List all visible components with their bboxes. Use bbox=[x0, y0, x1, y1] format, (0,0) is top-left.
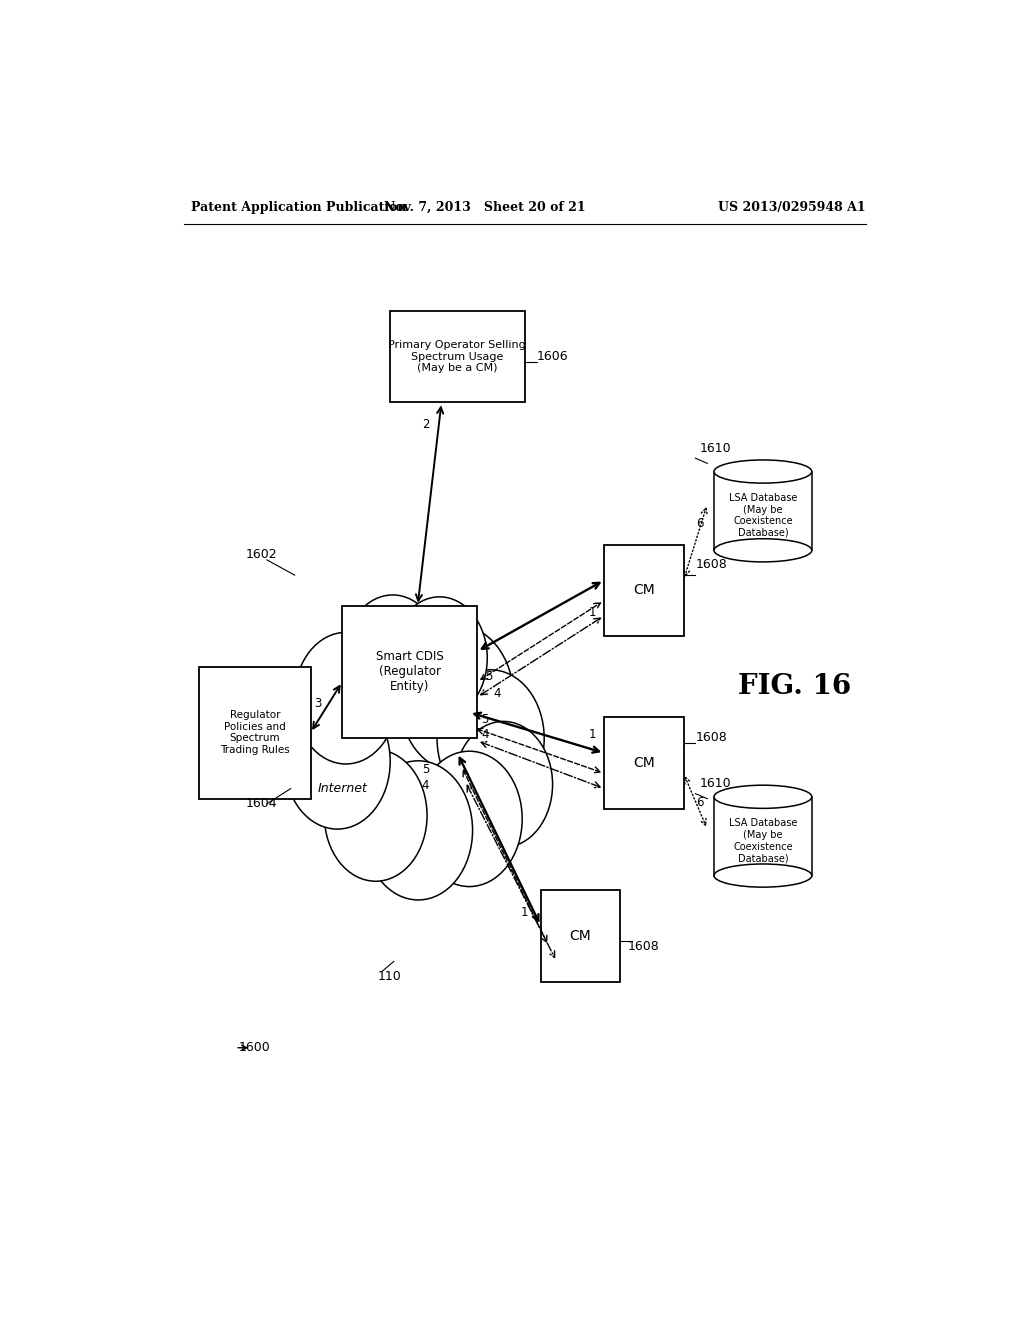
Bar bbox=[604, 545, 684, 636]
Text: 5: 5 bbox=[485, 669, 493, 682]
Circle shape bbox=[399, 624, 514, 771]
Text: 4: 4 bbox=[494, 688, 501, 700]
Circle shape bbox=[295, 632, 397, 764]
Text: Internet: Internet bbox=[317, 781, 368, 795]
Text: 6: 6 bbox=[695, 517, 703, 529]
Text: 1: 1 bbox=[589, 727, 596, 741]
Text: 110: 110 bbox=[378, 970, 401, 983]
Text: US 2013/0295948 A1: US 2013/0295948 A1 bbox=[719, 201, 866, 214]
Circle shape bbox=[343, 595, 442, 721]
Circle shape bbox=[285, 694, 390, 829]
Text: Primary Operator Selling
Spectrum Usage
(May be a CM): Primary Operator Selling Spectrum Usage … bbox=[388, 341, 526, 374]
Text: LSA Database
(May be
Coexistence
Database): LSA Database (May be Coexistence Databas… bbox=[729, 818, 797, 863]
Text: 1: 1 bbox=[589, 606, 596, 619]
Circle shape bbox=[455, 722, 553, 847]
Bar bbox=[200, 667, 310, 799]
Circle shape bbox=[392, 597, 487, 719]
Text: 1608: 1608 bbox=[695, 558, 727, 572]
Text: 1610: 1610 bbox=[699, 777, 731, 789]
Text: 4: 4 bbox=[481, 727, 488, 741]
Text: 1600: 1600 bbox=[240, 1041, 271, 1055]
Circle shape bbox=[336, 639, 483, 826]
Text: 1604: 1604 bbox=[246, 797, 278, 810]
Text: Patent Application Publication: Patent Application Publication bbox=[191, 201, 407, 214]
Text: 2: 2 bbox=[422, 417, 429, 430]
Circle shape bbox=[364, 760, 472, 900]
Bar bbox=[390, 312, 524, 403]
Text: Nov. 7, 2013   Sheet 20 of 21: Nov. 7, 2013 Sheet 20 of 21 bbox=[384, 201, 586, 214]
Ellipse shape bbox=[714, 459, 812, 483]
Text: 5: 5 bbox=[481, 713, 488, 726]
Text: Smart CDIS
(Regulator
Entity): Smart CDIS (Regulator Entity) bbox=[376, 651, 443, 693]
Text: 5: 5 bbox=[422, 763, 429, 776]
Bar bbox=[714, 471, 812, 550]
Bar bbox=[714, 797, 812, 875]
Circle shape bbox=[437, 669, 544, 807]
Ellipse shape bbox=[714, 539, 812, 562]
Text: 1602: 1602 bbox=[246, 548, 278, 561]
Circle shape bbox=[325, 750, 427, 882]
Text: 6: 6 bbox=[695, 796, 703, 809]
Text: 1608: 1608 bbox=[628, 940, 659, 953]
Circle shape bbox=[417, 751, 522, 887]
Text: 4: 4 bbox=[422, 779, 429, 792]
Bar bbox=[541, 890, 621, 982]
Text: LSA Database
(May be
Coexistence
Database): LSA Database (May be Coexistence Databas… bbox=[729, 494, 797, 539]
Text: 1608: 1608 bbox=[695, 731, 727, 744]
Bar bbox=[342, 606, 477, 738]
Text: CM: CM bbox=[569, 929, 591, 942]
Text: 1: 1 bbox=[521, 906, 528, 919]
Ellipse shape bbox=[714, 785, 812, 808]
Text: CM: CM bbox=[633, 756, 654, 770]
Text: FIG. 16: FIG. 16 bbox=[738, 673, 851, 701]
Text: 3: 3 bbox=[314, 697, 322, 710]
Text: Regulator
Policies and
Spectrum
Trading Rules: Regulator Policies and Spectrum Trading … bbox=[220, 710, 290, 755]
Ellipse shape bbox=[714, 865, 812, 887]
Text: CM: CM bbox=[633, 583, 654, 598]
Bar bbox=[604, 718, 684, 809]
Text: 1606: 1606 bbox=[537, 350, 568, 363]
Text: 1610: 1610 bbox=[699, 442, 731, 454]
